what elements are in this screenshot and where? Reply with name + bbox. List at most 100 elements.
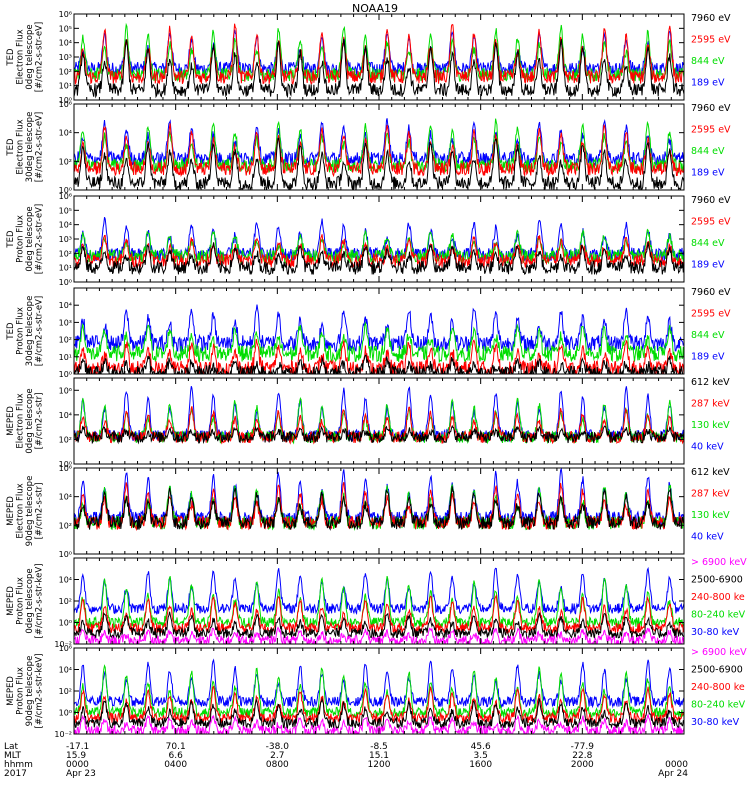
- ylabel-line: [#/cm2-s-str-eV]: [35, 112, 45, 182]
- legend-entry: 2595 eV: [691, 309, 731, 320]
- legend-entry: 2595 eV: [691, 217, 731, 228]
- ylabel-line: [#/cm2-s-str-eV]: [35, 22, 45, 92]
- ytick-label: 10⁴: [59, 411, 72, 420]
- xaxis-date: Apr 24: [658, 769, 688, 779]
- xaxis-hhmm: 0800: [266, 760, 289, 770]
- ylabel-line: Proton Flux: [16, 215, 26, 263]
- ylabel-line: 0deg telescope: [25, 388, 35, 453]
- ytick-label: 10³: [59, 318, 72, 327]
- ylabel-line: 30deg telescope: [25, 112, 35, 183]
- ylabel-line: MEPED: [6, 676, 16, 706]
- ylabel-line: [#/cm2-s-str-eV]: [35, 296, 45, 366]
- ytick-label: 10³: [59, 53, 72, 62]
- ytick-label: 10²: [59, 67, 72, 76]
- ylabel-line: [#/cm2-s-str]: [35, 393, 45, 450]
- ylabel-line: 0deg telescope: [25, 206, 35, 271]
- ytick-label: 10⁻²: [54, 730, 72, 739]
- ytick-label: 10⁶: [59, 464, 72, 473]
- ytick-label: 10⁰: [59, 709, 72, 718]
- ytick-label: 10⁵: [59, 206, 72, 215]
- legend-entry: 844 eV: [691, 238, 725, 249]
- ytick-label: 10²: [59, 336, 72, 345]
- legend-entry: > 6900 keV: [691, 557, 747, 568]
- legend-entry: 40 keV: [691, 442, 724, 453]
- ylabel-line: MEPED: [6, 406, 16, 436]
- series-line-6-0: [74, 568, 684, 613]
- ylabel-line: [#/cm2-s-str-keV]: [35, 654, 45, 729]
- panel-frame-5: [74, 468, 684, 554]
- legend-entry: 189 eV: [691, 78, 725, 89]
- legend-entry: 7960 eV: [691, 13, 731, 24]
- xaxis-hhmm: 1600: [469, 760, 492, 770]
- ylabel-line: 0deg telescope: [25, 568, 35, 633]
- legend-entry: 844 eV: [691, 146, 725, 157]
- series-line-7-0: [74, 660, 684, 707]
- xaxis-date: Apr 23: [66, 769, 96, 779]
- ylabel-line: Electron Flux: [16, 119, 26, 174]
- series-line-7-1: [74, 666, 684, 718]
- ylabel-line: TED: [6, 230, 16, 249]
- ylabel-line: MEPED: [6, 586, 16, 616]
- series-line-6-1: [74, 576, 684, 627]
- ytick-label: 10²: [59, 687, 72, 696]
- legend-entry: 240-800 ke: [691, 592, 745, 603]
- ytick-label: 10⁴: [59, 221, 72, 230]
- ytick-label: 10⁴: [59, 493, 72, 502]
- ytick-label: 10²: [59, 597, 72, 606]
- ytick-label: 10⁰: [59, 278, 72, 287]
- xaxis-row-label: 2017: [4, 769, 27, 779]
- ytick-label: 10⁴: [59, 576, 72, 585]
- ylabel-line: [#/cm2-s-str]: [35, 483, 45, 540]
- ytick-label: 10⁶: [59, 644, 72, 653]
- ytick-label: 10⁰: [59, 550, 72, 559]
- legend-entry: 2500-6900: [691, 665, 743, 676]
- ytick-label: 10¹: [59, 353, 72, 362]
- ylabel-line: 90deg telescope: [25, 656, 35, 727]
- ytick-label: 10⁶: [59, 10, 72, 19]
- legend-entry: 189 eV: [691, 260, 725, 271]
- legend-entry: 2595 eV: [691, 35, 731, 46]
- ytick-label: 10⁴: [59, 666, 72, 675]
- xaxis-hhmm: 0400: [164, 760, 187, 770]
- ylabel-line: TED: [6, 138, 16, 157]
- legend-entry: > 6900 keV: [691, 647, 747, 658]
- legend-entry: 7960 eV: [691, 103, 731, 114]
- ylabel-line: Proton Flux: [16, 667, 26, 715]
- legend-entry: 2595 eV: [691, 125, 731, 136]
- legend-entry: 612 keV: [691, 377, 730, 388]
- legend-entry: 130 keV: [691, 420, 730, 431]
- legend-entry: 844 eV: [691, 330, 725, 341]
- ytick-label: 10⁴: [59, 129, 72, 138]
- legend-entry: 7960 eV: [691, 287, 731, 298]
- ylabel-line: Proton Flux: [16, 577, 26, 625]
- ytick-label: 10⁶: [59, 192, 72, 201]
- legend-entry: 130 keV: [691, 510, 730, 521]
- ylabel-line: [#/cm2-s-str-keV]: [35, 564, 45, 639]
- series-line-3-0: [74, 305, 684, 352]
- ylabel-line: Proton Flux: [16, 307, 26, 355]
- legend-entry: 40 keV: [691, 532, 724, 543]
- legend-entry: 612 keV: [691, 467, 730, 478]
- legend-entry: 30-80 keV: [691, 627, 740, 638]
- ytick-label: 10²: [59, 157, 72, 166]
- legend-entry: 80-240 keV: [691, 700, 746, 711]
- legend-entry: 189 eV: [691, 352, 725, 363]
- legend-entry: 287 keV: [691, 399, 730, 410]
- ytick-label: 10²: [59, 435, 72, 444]
- ylabel-line: MEPED: [6, 496, 16, 526]
- panel-frame-3: [74, 288, 684, 374]
- ylabel-line: 0deg telescope: [25, 24, 35, 89]
- legend-entry: 2500-6900: [691, 575, 743, 586]
- legend-entry: 80-240 keV: [691, 610, 746, 621]
- ytick-label: 10⁶: [59, 386, 72, 395]
- plot-area: 10⁰10¹10²10³10⁴10⁵10⁶TED Electron Flux 0de…: [0, 0, 750, 800]
- ytick-label: 10⁴: [59, 39, 72, 48]
- ylabel-line: [#/cm2-s-str-eV]: [35, 204, 45, 274]
- legend-entry: 189 eV: [691, 168, 725, 179]
- ytick-label: 10²: [59, 249, 72, 258]
- ytick-label: 10³: [59, 235, 72, 244]
- ylabel-line: 90deg telescope: [25, 476, 35, 547]
- panel-frame-4: [74, 378, 684, 464]
- ylabel-line: Electron Flux: [16, 393, 26, 448]
- panel-frame-1: [74, 104, 684, 190]
